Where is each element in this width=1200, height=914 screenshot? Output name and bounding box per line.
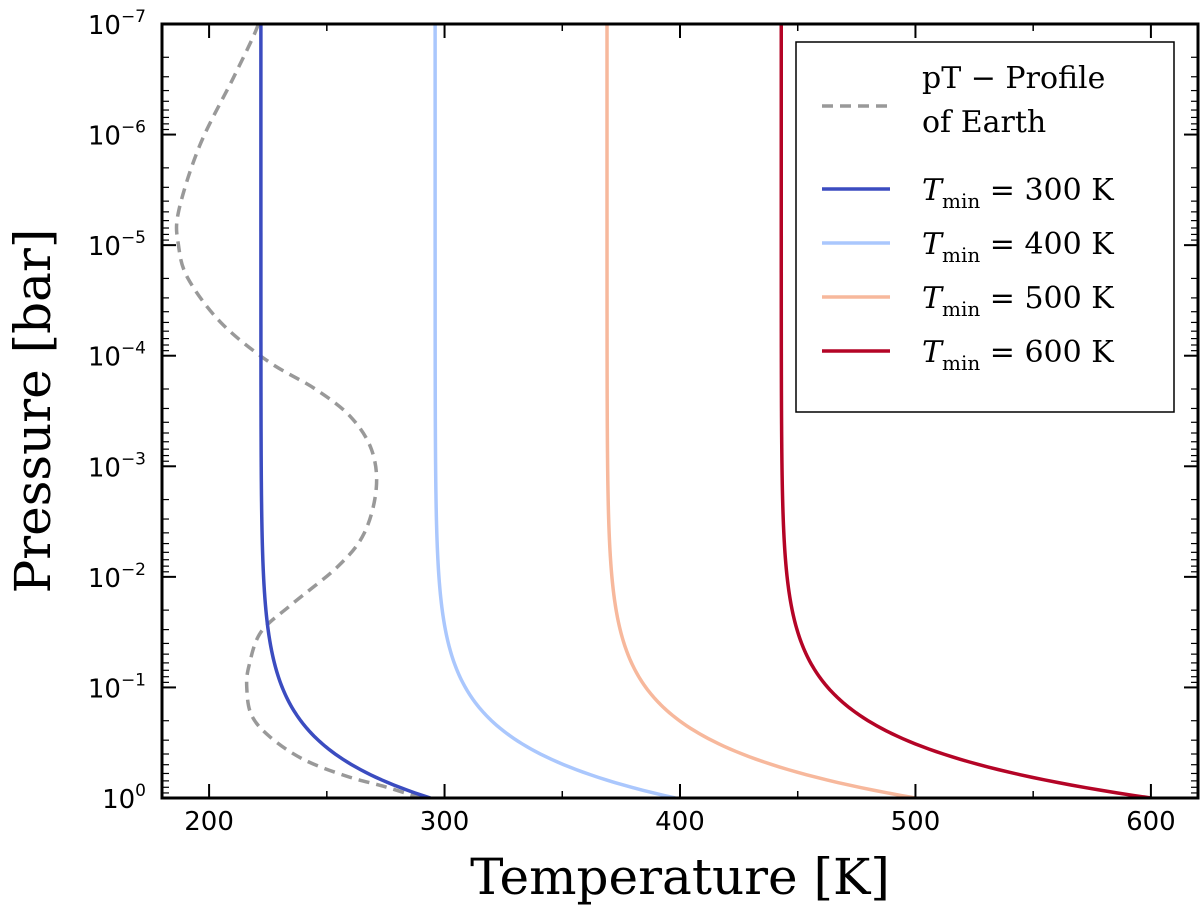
legend-label-value: = 600 K: [980, 335, 1114, 370]
x-tick-label: 300: [420, 807, 470, 837]
y-tick-base: 10: [88, 453, 121, 483]
y-tick-base: 10: [88, 343, 121, 373]
legend-label-symbol: T: [922, 335, 944, 370]
y-tick-exponent: −7: [121, 7, 146, 27]
x-tick-label: 400: [655, 807, 705, 837]
legend-label-value: = 300 K: [980, 173, 1114, 208]
y-tick-label: 10−1: [88, 670, 146, 704]
legend-label: Tmin = 400 K: [922, 227, 1114, 267]
series-line-earth-profile: [174, 24, 422, 798]
legend-label-subscript: min: [942, 351, 980, 375]
legend-label: Tmin = 500 K: [922, 281, 1114, 321]
y-tick-label: 10−2: [88, 560, 146, 594]
series-line-tmin-3: [605, 24, 916, 798]
y-tick-exponent: −4: [121, 339, 146, 359]
y-tick-exponent: −5: [121, 228, 146, 248]
y-tick-label: 10−5: [88, 228, 146, 262]
y-tick-label: 10−7: [88, 7, 146, 41]
x-tick-label: 200: [184, 807, 234, 837]
legend-label-value: = 500 K: [980, 281, 1114, 316]
x-tick-label: 500: [891, 807, 941, 837]
series-line-tmin-4: [779, 24, 1152, 798]
series-line-tmin-1: [259, 24, 431, 798]
y-tick-base: 10: [88, 122, 121, 152]
y-tick-base: 10: [88, 11, 121, 41]
x-tick-label: 600: [1126, 807, 1176, 837]
y-tick-exponent: −3: [121, 449, 146, 469]
y-tick-label: 100: [102, 781, 146, 815]
series-line-tmin-2: [433, 24, 676, 798]
y-tick-exponent: −2: [121, 560, 146, 580]
y-tick-exponent: 0: [135, 781, 146, 801]
y-tick-label: 10−6: [88, 118, 146, 152]
legend-label-symbol: T: [922, 281, 944, 316]
y-tick-exponent: −6: [121, 118, 146, 138]
legend-label-line: of Earth: [922, 105, 1046, 140]
y-tick-base: 10: [88, 674, 121, 704]
x-axis-title: Temperature [K]: [470, 848, 890, 906]
y-axis-title: Pressure [bar]: [4, 229, 62, 594]
y-tick-label: 10−3: [88, 449, 146, 483]
legend-label-value: = 400 K: [980, 227, 1114, 262]
y-tick-base: 10: [88, 564, 121, 594]
y-tick-base: 10: [88, 232, 121, 262]
legend-label-subscript: min: [942, 297, 980, 321]
x-axis-ticks: 200 300 400 500 600: [184, 24, 1176, 837]
y-tick-base: 10: [102, 785, 135, 815]
legend-label-subscript: min: [942, 189, 980, 213]
y-tick-exponent: −1: [121, 670, 146, 690]
legend-label-symbol: T: [922, 173, 944, 208]
legend-label-subscript: min: [942, 243, 980, 267]
series-layer: [174, 24, 1152, 798]
legend-label: Tmin = 300 K: [922, 173, 1114, 213]
legend-label-symbol: T: [922, 227, 944, 262]
legend-label-line: pT − Profile: [922, 61, 1105, 96]
y-tick-label: 10−4: [88, 339, 146, 373]
legend-label: Tmin = 600 K: [922, 335, 1114, 375]
